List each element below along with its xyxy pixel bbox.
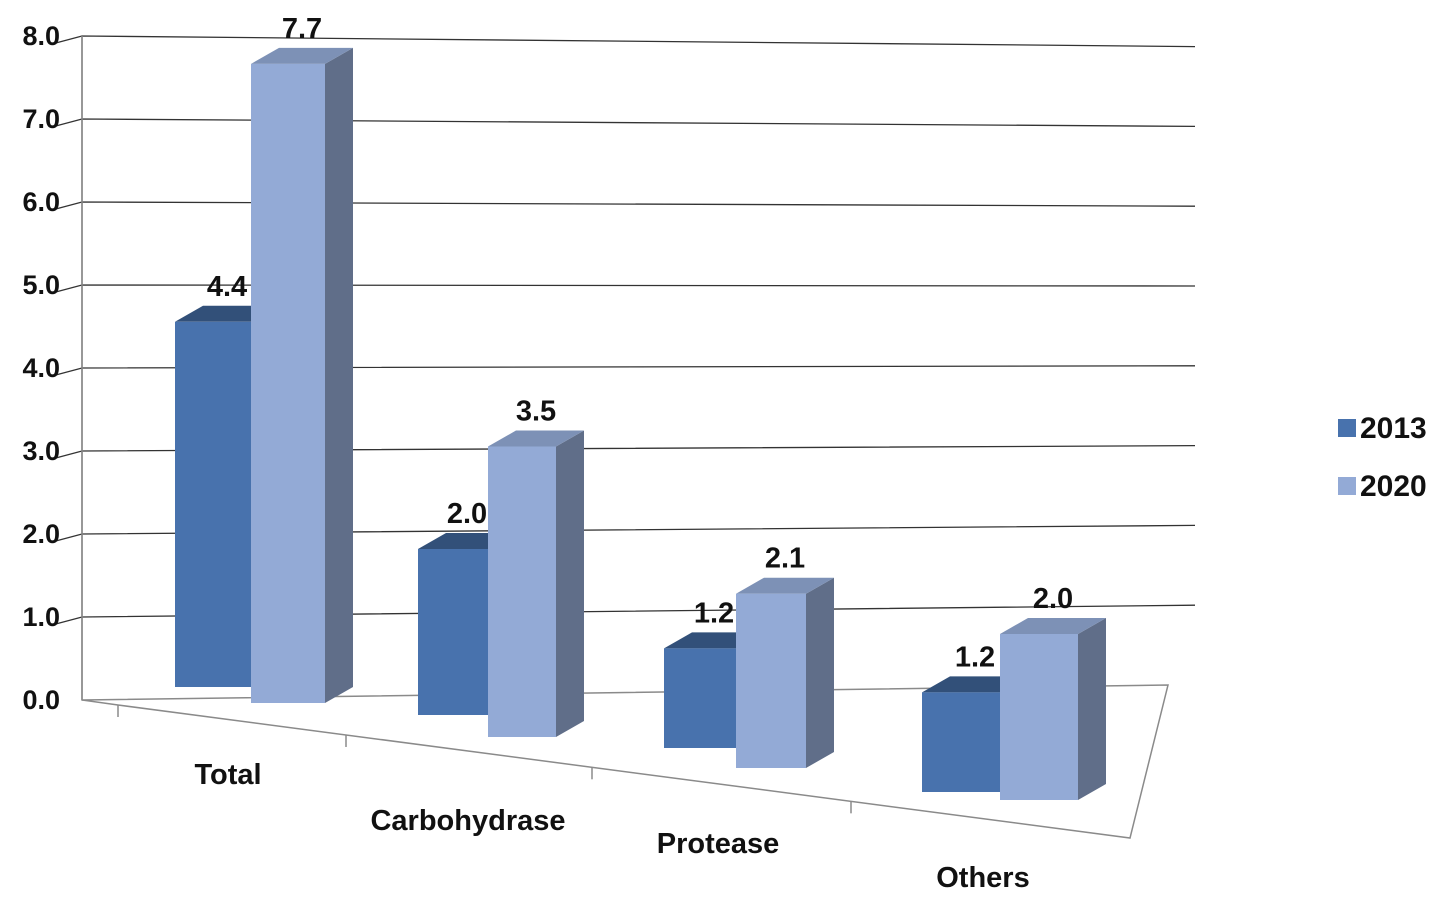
data-labels: 4.4 7.7 2.0 3.5 1.2 2.1 1.2 2.0 <box>207 13 1073 674</box>
left-wall-edge <box>81 36 119 706</box>
data-label: 2.0 <box>447 498 487 530</box>
y-tick-label: 0.0 <box>22 685 60 715</box>
data-label: 3.5 <box>516 396 556 428</box>
x-tick-label: Total <box>194 759 261 791</box>
x-tick-label: Carbohydrase <box>370 805 565 837</box>
gridline <box>51 118 1196 128</box>
gridline <box>51 35 1196 48</box>
bar-top <box>488 430 584 447</box>
bar-side <box>556 430 584 737</box>
bar-top <box>736 577 834 594</box>
legend: 2013 2020 <box>1338 412 1427 503</box>
bar <box>251 63 325 703</box>
data-label: 4.4 <box>207 271 247 303</box>
legend-swatch <box>1338 419 1356 437</box>
y-tick-label: 2.0 <box>22 519 60 549</box>
bar-top <box>1000 618 1106 634</box>
bar <box>488 446 556 737</box>
bar <box>1000 634 1078 800</box>
y-tick-label: 5.0 <box>22 270 60 300</box>
legend-label: 2013 <box>1360 412 1427 445</box>
data-label: 2.0 <box>1033 583 1073 615</box>
legend-label: 2020 <box>1360 470 1427 503</box>
bars <box>175 47 1106 800</box>
floor-outline <box>81 684 1169 839</box>
x-tick-label: Others <box>936 862 1029 894</box>
bar <box>418 549 488 715</box>
bar <box>664 648 736 748</box>
y-tick-label: 1.0 <box>22 602 60 632</box>
bar-side <box>325 47 353 703</box>
bar <box>175 321 251 687</box>
data-label: 1.2 <box>694 597 734 629</box>
data-label: 1.2 <box>955 641 995 673</box>
bar-top <box>251 47 353 64</box>
gridlines <box>51 35 1196 700</box>
y-axis-ticks: 0.0 1.0 2.0 3.0 4.0 5.0 6.0 7.0 8.0 <box>22 21 60 715</box>
data-label: 2.1 <box>765 543 805 575</box>
gridline <box>51 201 1196 211</box>
y-tick-label: 6.0 <box>22 187 60 217</box>
data-label: 7.7 <box>282 13 322 45</box>
y-tick-label: 4.0 <box>22 353 60 383</box>
y-tick-label: 7.0 <box>22 104 60 134</box>
category-labels: Total Carbohydrase Protease Others <box>194 734 1030 894</box>
bar <box>922 692 1000 792</box>
bar-side <box>1078 618 1106 800</box>
bar-side <box>806 577 834 768</box>
y-tick-label: 3.0 <box>22 436 60 466</box>
y-tick-label: 8.0 <box>22 21 60 51</box>
bar <box>736 593 806 768</box>
legend-swatch <box>1338 477 1356 495</box>
x-tick-label: Protease <box>657 828 780 860</box>
